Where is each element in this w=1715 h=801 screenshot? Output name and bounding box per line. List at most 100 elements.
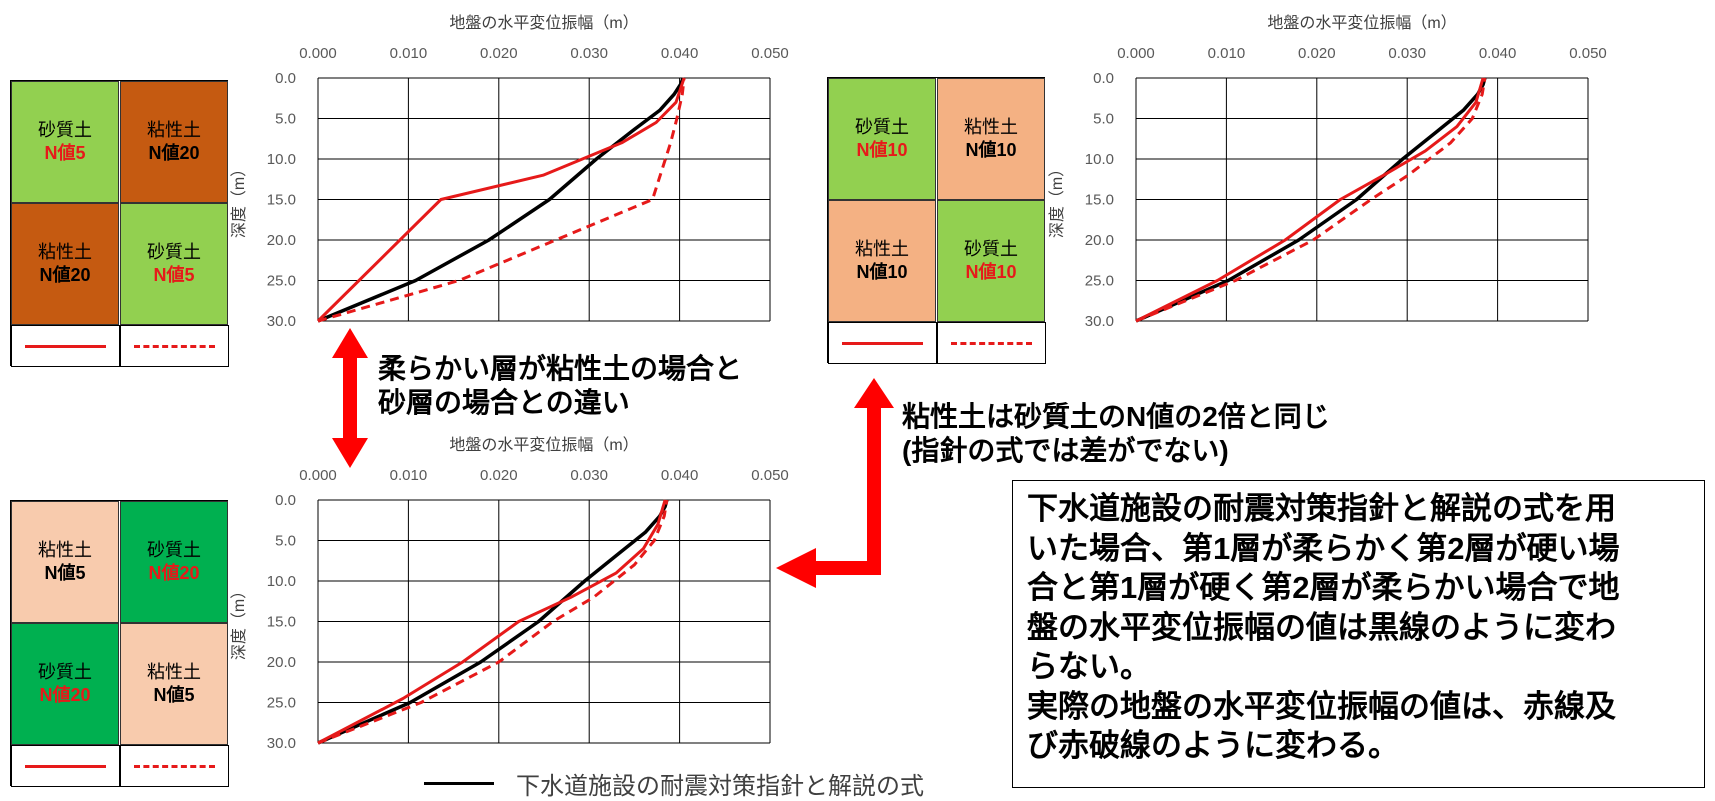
- y-tick-label: 5.0: [275, 111, 296, 128]
- x-tick-label: 0.010: [1208, 45, 1246, 62]
- x-tick-label: 0.010: [390, 45, 428, 62]
- series-red-dashed-line: [317, 499, 669, 745]
- soil-type-label: 粘性土: [964, 117, 1018, 137]
- soil-cell: 砂質土 N値5: [120, 203, 228, 325]
- x-axis-title: 地盤の水平変位振幅（m）: [449, 436, 638, 454]
- note-line: いた場合、第1層が柔らかく第2層が硬い場: [1027, 530, 1620, 566]
- soil-cell: 砂質土 N値10: [828, 78, 936, 200]
- legend-red-solid-line-icon: [842, 342, 923, 345]
- y-tick-label: 10.0: [1085, 151, 1114, 168]
- soil-cell: 粘性土 N値5: [11, 501, 119, 623]
- series-red-dashed-line: [317, 77, 686, 323]
- x-tick-label: 0.050: [751, 467, 789, 484]
- n-value-label: N値20: [39, 685, 91, 705]
- n-value-label: N値20: [148, 143, 200, 163]
- y-tick-label: 15.0: [267, 192, 296, 209]
- legend-red-dashed-line-icon: [134, 345, 215, 348]
- x-tick-label: 0.040: [661, 467, 699, 484]
- x-tick-label: 0.040: [661, 45, 699, 62]
- soil-cell: 砂質土 N値5: [11, 81, 119, 203]
- soft-layer-line-2: 砂層の場合との違い: [378, 387, 630, 418]
- y-tick-label: 5.0: [275, 533, 296, 550]
- x-tick-label: 0.040: [1479, 45, 1517, 62]
- legend-red-solid-line-icon: [25, 765, 106, 768]
- n-value-label: N値10: [965, 262, 1017, 282]
- legend-black-line-icon: [424, 781, 494, 785]
- y-tick-label: 20.0: [1085, 232, 1114, 249]
- x-tick-label: 0.010: [390, 467, 428, 484]
- y-axis-title: 深度（m）: [1048, 161, 1066, 238]
- x-axis-title: 地盤の水平変位振幅（m）: [1267, 14, 1456, 32]
- clay-double-line-1: 粘性土は砂質土のN値の2倍と同じ: [902, 401, 1330, 432]
- legend-cell: [120, 325, 229, 367]
- soil-cell: 粘性土 N値10: [937, 78, 1045, 200]
- soil-type-label: 砂質土: [964, 239, 1018, 259]
- soil-cell: 粘性土 N値20: [11, 203, 119, 325]
- soft-layer-annotation: 柔らかい層が粘性土の場合と 砂層の場合との違い: [378, 352, 742, 420]
- y-tick-label: 0.0: [275, 492, 296, 509]
- soil-cell: 粘性土 N値10: [828, 200, 936, 322]
- explanation-note: 下水道施設の耐震対策指針と解説の式を用 いた場合、第1層が柔らかく第2層が硬い場合…: [1012, 480, 1705, 788]
- elbow-arrow-icon: [776, 378, 894, 588]
- soil-type-label: 粘性土: [855, 239, 909, 259]
- soil-cell: 砂質土 N値20: [120, 501, 228, 623]
- note-line: 盤の水平変位振幅の値は黒線のように変わ: [1027, 609, 1616, 645]
- n-value-label: N値5: [44, 563, 86, 583]
- x-tick-label: 0.000: [1117, 45, 1155, 62]
- y-tick-label: 30.0: [1085, 313, 1114, 330]
- legend-label: 下水道施設の耐震対策指針と解説の式: [516, 772, 924, 800]
- soil-type-label: 粘性土: [38, 540, 92, 560]
- clay-double-annotation: 粘性土は砂質土のN値の2倍と同じ (指針の式では差がでない): [902, 400, 1330, 468]
- x-tick-label: 0.050: [751, 45, 789, 62]
- x-tick-label: 0.020: [480, 45, 518, 62]
- chart-top-left: 0.000 0.010 0.020 0.030 0.040 0.050 0.0 5.0 10.0…: [230, 14, 789, 330]
- note-line: 合と第1層が硬く第2層が柔らかい場合で地: [1027, 570, 1620, 605]
- soil-cell: 砂質土 N値20: [11, 623, 119, 745]
- x-tick-label: 0.030: [570, 45, 608, 62]
- n-value-label: N値10: [856, 140, 908, 160]
- y-tick-label: 25.0: [1085, 273, 1114, 290]
- series-red-solid-line: [1135, 77, 1485, 323]
- legend-red-dashed-line-icon: [951, 342, 1032, 345]
- y-tick-label: 5.0: [1093, 111, 1114, 128]
- n-value-label: N値5: [44, 143, 86, 163]
- soil-type-label: 砂質土: [147, 242, 201, 262]
- soil-panel-top-right: 砂質土 N値10 粘性土 N値10 粘性土 N値10 砂質土 N値10: [827, 77, 1046, 364]
- y-tick-label: 30.0: [267, 313, 296, 330]
- note-line: らない。: [1027, 649, 1151, 684]
- series-red-dashed-line: [1135, 77, 1487, 323]
- soil-type-label: 砂質土: [38, 662, 92, 682]
- y-tick-label: 0.0: [275, 70, 296, 87]
- soil-type-label: 砂質土: [855, 117, 909, 137]
- n-value-label: N値20: [39, 265, 91, 285]
- bottom-legend: 下水道施設の耐震対策指針と解説の式: [424, 766, 924, 800]
- soil-type-label: 粘性土: [147, 662, 201, 682]
- legend-cell: [11, 325, 120, 367]
- legend-red-solid-line-icon: [25, 345, 106, 348]
- x-tick-label: 0.000: [299, 467, 337, 484]
- y-tick-label: 25.0: [267, 273, 296, 290]
- note-line: 下水道施設の耐震対策指針と解説の式を用: [1027, 491, 1616, 526]
- soil-panel-bottom-left: 粘性土 N値5 砂質土 N値20 砂質土 N値20 粘性土 N値5: [10, 500, 229, 787]
- note-line: 実際の地盤の水平変位振幅の値は、赤線及: [1027, 688, 1616, 724]
- x-tick-label: 0.050: [1569, 45, 1607, 62]
- soil-type-label: 粘性土: [147, 120, 201, 140]
- x-tick-label: 0.020: [1298, 45, 1336, 62]
- x-tick-label: 0.030: [1388, 45, 1426, 62]
- x-tick-label: 0.000: [299, 45, 337, 62]
- soil-type-label: 粘性土: [38, 242, 92, 262]
- n-value-label: N値10: [856, 262, 908, 282]
- soil-cell: 粘性土 N値20: [120, 81, 228, 203]
- n-value-label: N値5: [153, 685, 195, 705]
- soil-type-label: 砂質土: [38, 120, 92, 140]
- soil-panel-top-left: 砂質土 N値5 粘性土 N値20 粘性土 N値20 砂質土 N値5: [10, 80, 229, 367]
- y-tick-label: 10.0: [267, 151, 296, 168]
- y-tick-label: 20.0: [267, 232, 296, 249]
- x-tick-label: 0.020: [480, 467, 518, 484]
- n-value-label: N値10: [965, 140, 1017, 160]
- y-tick-label: 15.0: [1085, 192, 1114, 209]
- soil-type-label: 砂質土: [147, 540, 201, 560]
- soil-cell: 砂質土 N値10: [937, 200, 1045, 322]
- chart-bottom: 0.000 0.010 0.020 0.030 0.040 0.050 0.0 5.0 10.0…: [230, 436, 789, 752]
- x-axis-title: 地盤の水平変位振幅（m）: [449, 14, 638, 32]
